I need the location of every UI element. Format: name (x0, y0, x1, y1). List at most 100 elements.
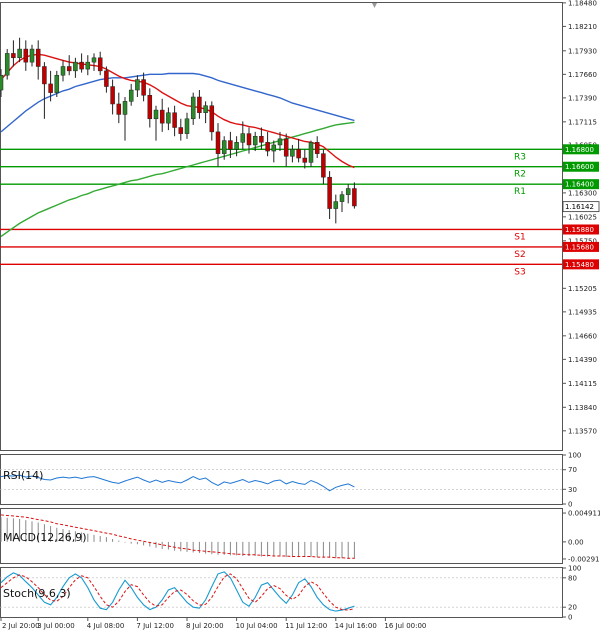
stoch-tick-label: 20 (568, 604, 577, 612)
y-tick-label: 1.17930 (568, 47, 597, 55)
candle-body (265, 142, 270, 152)
y-tick-label: 1.15205 (568, 285, 597, 293)
level-price-tag (563, 224, 599, 235)
y-tick-label: 1.17390 (568, 94, 597, 102)
candle-body (215, 131, 221, 154)
y-tick-label: 1.14660 (568, 332, 597, 340)
x-tick-label: 7 Jul 12:00 (136, 622, 174, 630)
level-name-s1: S1 (514, 232, 525, 242)
candle-body (314, 142, 320, 154)
candle-body (308, 142, 314, 163)
y-tick-label: 1.14935 (568, 308, 597, 316)
y-tick-label: 1.14390 (568, 356, 597, 364)
candle-body (277, 138, 283, 146)
candle-body (141, 79, 146, 96)
candle-body (159, 109, 165, 124)
rsi-label: RSI(14) (3, 469, 43, 482)
ma-green-line (0, 121, 355, 238)
level-price-label: 1.16800 (565, 146, 594, 154)
candle-body (116, 103, 122, 115)
y-tick-label: 1.13840 (568, 404, 597, 412)
candle-body (35, 48, 41, 67)
x-tick-label: 8 Jul 20:00 (186, 622, 224, 630)
macd-tick-label: 0.004911 (568, 510, 600, 518)
candle-body (153, 109, 159, 120)
y-tick-label: 1.16025 (568, 213, 597, 221)
rsi-tick-label: 0 (568, 501, 572, 509)
y-tick-label: 1.18210 (568, 23, 597, 31)
macd-label: MACD(12,26,9) (3, 531, 87, 544)
candle-body (240, 133, 246, 143)
candle-body (246, 133, 252, 146)
stoch-main-line (0, 571, 355, 612)
candle-body (79, 61, 84, 70)
candle-body (333, 201, 339, 209)
candle-body (184, 118, 190, 134)
level-price-tag (563, 259, 599, 270)
candle-body (352, 188, 357, 207)
candle-body (321, 153, 326, 178)
candle-body (290, 149, 295, 157)
candle-body (91, 57, 97, 63)
candle-body (296, 149, 301, 159)
y-tick-label: 1.15750 (568, 237, 597, 245)
candle-body (283, 138, 289, 157)
candle-body (234, 142, 239, 150)
level-price-label: 1.16400 (565, 181, 594, 189)
rsi-panel: 100 70 30 0 (0, 452, 581, 509)
candle-body (66, 66, 72, 72)
shift-marker-icon (372, 3, 377, 8)
candle-body (11, 53, 16, 59)
candle-body (0, 74, 4, 91)
rsi-tick-label: 30 (568, 486, 577, 494)
level-price-tag (563, 241, 599, 252)
x-tick-label: 2 Jul 20:00 (2, 622, 40, 630)
level-price-tag (563, 144, 599, 155)
level-price-label: 1.16600 (565, 163, 594, 171)
macd-tick-label: -0.00291 (568, 555, 599, 563)
x-tick-label: 11 Jul 12:00 (285, 622, 327, 630)
level-name-s2: S2 (514, 250, 525, 260)
ma-blue-line (0, 72, 355, 133)
level-name-r3: R3 (514, 152, 526, 162)
candle-body (60, 66, 66, 76)
x-tick-label: 4 Jul 08:00 (87, 622, 125, 630)
level-price-label: 1.15480 (565, 261, 594, 269)
candle-body (54, 74, 60, 93)
y-tick-label: 1.17115 (568, 118, 597, 126)
candle-body (327, 176, 332, 209)
level-name-r2: R2 (514, 170, 526, 180)
stoch-tick-label: 80 (568, 574, 577, 582)
x-tick-label: 14 Jul 16:00 (335, 622, 377, 630)
candle-body (17, 48, 22, 59)
y-tick-label: 1.16300 (568, 189, 597, 197)
candle-body (73, 61, 78, 72)
rsi-tick-label: 100 (568, 452, 581, 460)
level-price-label: 1.15680 (565, 243, 594, 251)
candle-body (339, 194, 345, 202)
current-price-label: 1.16142 (565, 203, 594, 211)
x-axis: 2 Jul 20:003 Jul 00:00 4 Jul 08:00 7 Jul 1… (0, 617, 426, 630)
candle-body (104, 70, 109, 87)
candle-body (203, 105, 208, 113)
candle-body (166, 112, 171, 124)
candle-body (85, 61, 91, 70)
current-price-tag (562, 201, 600, 213)
y-tick-label: 1.18480 (568, 0, 597, 7)
candle-body (197, 96, 202, 113)
candle-body (128, 89, 134, 102)
stoch-signal-line (0, 573, 355, 611)
stoch-label: Stoch(9,6,3) (3, 587, 71, 600)
stoch-tick-label: 100 (568, 565, 581, 573)
x-tick-label: 3 Jul 00:00 (37, 622, 75, 630)
candle-body (23, 48, 29, 63)
candle-body (110, 86, 115, 105)
x-tick-label: 10 Jul 04:00 (236, 622, 278, 630)
y-tick-label: 1.14115 (568, 380, 597, 388)
candle-body (147, 95, 153, 120)
candle-body (228, 140, 233, 150)
candle-body (135, 79, 140, 91)
main-panel: 1.18480 1.18210 1.17930 1.17660 1.17390 1.171… (0, 0, 600, 435)
rsi-tick-label: 70 (568, 466, 577, 474)
